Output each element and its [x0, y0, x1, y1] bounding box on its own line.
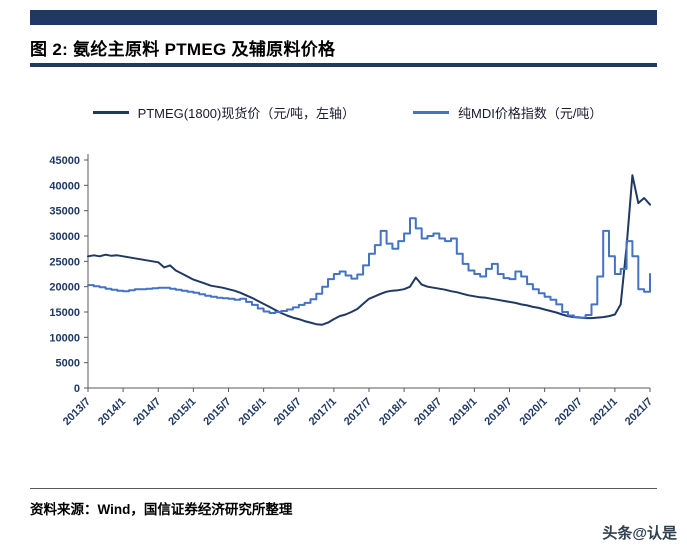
chart-legend: PTMEG(1800)现货价（元/吨，左轴） 纯MDI价格指数（元/吨）: [55, 103, 640, 122]
svg-text:2014/1: 2014/1: [96, 396, 128, 428]
svg-text:2021/1: 2021/1: [588, 396, 620, 428]
mdi-line-swatch-icon: [412, 111, 449, 114]
svg-text:35000: 35000: [49, 206, 80, 218]
legend-label-mdi: 纯MDI价格指数（元/吨）: [457, 106, 603, 121]
legend-item-mdi: 纯MDI价格指数（元/吨）: [412, 103, 603, 122]
svg-text:20000: 20000: [49, 282, 80, 294]
footer-divider: [30, 488, 657, 489]
svg-text:2016/1: 2016/1: [236, 396, 268, 428]
chart-area: 0 5000 10000 15000 20000 25000 30000 35000 40000…: [24, 140, 669, 475]
source-text: 资料来源：Wind，国信证券经济研究所整理: [30, 502, 293, 517]
svg-text:2017/1: 2017/1: [307, 396, 339, 428]
watermark-text: 头条@认是: [602, 525, 677, 542]
svg-text:2014/7: 2014/7: [131, 396, 163, 428]
header-accent-bar: [30, 10, 657, 25]
svg-text:2019/1: 2019/1: [447, 396, 479, 428]
svg-text:30000: 30000: [49, 231, 80, 243]
svg-text:2013/7: 2013/7: [61, 396, 93, 428]
title-underline: [30, 63, 657, 67]
svg-text:5000: 5000: [56, 358, 80, 370]
svg-text:45000: 45000: [49, 155, 80, 167]
svg-text:2020/7: 2020/7: [553, 396, 585, 428]
svg-text:25000: 25000: [49, 256, 80, 268]
svg-text:15000: 15000: [49, 307, 80, 319]
figure-title: 图 2: 氨纶主原料 PTMEG 及辅原料价格: [30, 40, 336, 59]
svg-text:10000: 10000: [49, 332, 80, 344]
svg-text:2016/7: 2016/7: [272, 396, 304, 428]
price-line-chart: 0 5000 10000 15000 20000 25000 30000 35000 40000…: [49, 154, 655, 428]
svg-text:2020/1: 2020/1: [517, 396, 549, 428]
svg-text:2017/7: 2017/7: [342, 396, 374, 428]
legend-label-ptmeg: PTMEG(1800)现货价（元/吨，左轴）: [137, 106, 355, 121]
svg-text:2021/7: 2021/7: [623, 396, 655, 428]
svg-text:2018/1: 2018/1: [377, 396, 409, 428]
svg-text:2015/1: 2015/1: [166, 396, 198, 428]
svg-text:2018/7: 2018/7: [412, 396, 444, 428]
ptmeg-line-swatch-icon: [92, 111, 129, 114]
svg-text:2019/7: 2019/7: [482, 396, 514, 428]
svg-text:2015/7: 2015/7: [201, 396, 233, 428]
svg-text:40000: 40000: [49, 180, 80, 192]
legend-item-ptmeg: PTMEG(1800)现货价（元/吨，左轴）: [92, 103, 355, 122]
svg-text:0: 0: [74, 383, 80, 395]
